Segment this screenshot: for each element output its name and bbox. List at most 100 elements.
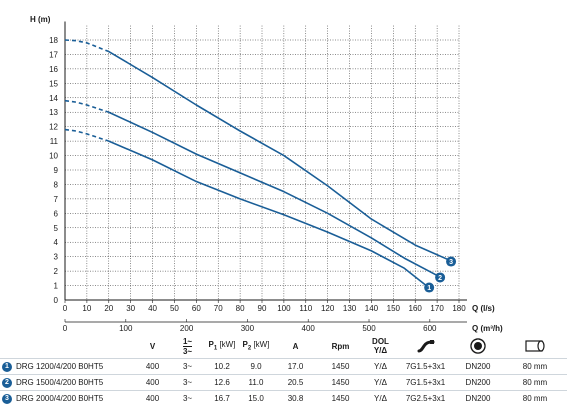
diameter-icon (525, 340, 545, 352)
series-2-marker-label: 2 (438, 275, 442, 282)
cell-p2: 11.0 (239, 374, 273, 391)
row-number-badge: 2 (2, 377, 12, 388)
y-tick-label: 3 (54, 253, 59, 262)
x-tick-label: 50 (170, 304, 179, 313)
x2-tick-label: 400 (302, 324, 316, 333)
y-tick-label: 8 (54, 180, 59, 189)
cell-voltage: 400 (135, 358, 170, 375)
header-diameter (503, 334, 567, 359)
header-voltage: V (149, 341, 156, 351)
x-tick-label: 170 (430, 304, 444, 313)
x2-tick-label: 200 (180, 324, 194, 333)
cell-p1: 10.2 (205, 358, 239, 375)
y-tick-label: 11 (50, 137, 59, 146)
series-2-dashed-line (64, 99, 110, 113)
table-body: 1 DRG 1200/4/200 B0HT5 400 3~ 10.2 9.0 17.0 145… (0, 358, 567, 406)
series-1-marker (424, 282, 435, 293)
x-tick-label: 110 (299, 304, 312, 313)
table-row: 2 DRG 1500/4/200 B0HT5 400 3~ 12.6 11.0 20.5 14… (0, 374, 567, 391)
model-name: DRG 1500/4/200 B0HT5 (16, 377, 104, 387)
y-tick-label: 5 (54, 224, 59, 233)
cell-amps: 20.5 (273, 374, 318, 391)
model-name: DRG 2000/4/200 B0HT5 (16, 393, 104, 403)
x-tick-label: 150 (387, 304, 401, 313)
x-tick-label: 80 (236, 304, 245, 313)
cell-amps: 17.0 (273, 358, 318, 375)
x-tick-label: 30 (126, 304, 135, 313)
cell-phase: 3~ (170, 390, 205, 406)
header-p1: P1 [kW] (208, 340, 236, 352)
cell-phase: 3~ (170, 358, 205, 375)
series-3-marker-label: 3 (449, 259, 453, 266)
cell-model: 3 DRG 2000/4/200 B0HT5 (0, 390, 135, 406)
y-tick-label: 0 (54, 296, 59, 305)
header-dol: DOL (372, 337, 389, 346)
x-tick-label: 0 (63, 304, 68, 313)
y-tick-label: 7 (54, 195, 59, 204)
header-amps: A (292, 341, 299, 351)
x2-tick-label: 300 (241, 324, 255, 333)
x-tick-label: 70 (214, 304, 223, 313)
cell-model: 1 DRG 1200/4/200 B0HT5 (0, 358, 135, 375)
x-tick-label: 20 (104, 304, 113, 313)
cell-amps: 30.8 (273, 390, 318, 406)
chart-grid (64, 21, 467, 323)
header-model (0, 334, 135, 359)
cell-voltage: 400 (135, 374, 170, 391)
x2-tick-label: 0 (63, 324, 68, 333)
header-phase-top: 1~ (182, 336, 193, 346)
table-row: 1 DRG 1200/4/200 B0HT5 400 3~ 10.2 9.0 17.0 145… (0, 358, 567, 375)
row-number-badge: 3 (2, 393, 12, 404)
y-tick-label: 12 (49, 123, 58, 132)
cell-start: Y/Δ (363, 374, 398, 391)
y-tick-label: 14 (49, 94, 58, 103)
x-tick-label: 10 (82, 304, 91, 313)
x2-tick-label: 500 (362, 324, 376, 333)
header-rpm: Rpm (331, 341, 350, 351)
x-tick-label: 60 (192, 304, 201, 313)
cell-diameter: 80 mm (503, 390, 567, 406)
y-tick-label: 17 (49, 50, 58, 59)
x-tick-label: 140 (365, 304, 379, 313)
x-axis-label: Q (l/s) (472, 304, 495, 313)
cell-start: Y/Δ (363, 390, 398, 406)
model-name: DRG 1200/4/200 B0HT5 (16, 361, 104, 371)
x2-axis-label: Q (m³/h) (472, 324, 503, 333)
cable-icon (417, 340, 434, 353)
cell-flange: DN200 (453, 358, 503, 375)
y-axis-label: H (m) (30, 15, 51, 24)
y-tick-label: 18 (49, 36, 58, 45)
header-start: DOL Y/Δ (363, 334, 398, 359)
x-tick-label: 180 (452, 304, 466, 313)
cell-cable: 7G2.5+3x1 (398, 390, 453, 406)
cell-flange: DN200 (453, 374, 503, 391)
x2-tick-label: 100 (119, 324, 133, 333)
header-p2: P2 [kW] (242, 340, 270, 352)
cell-diameter: 80 mm (503, 374, 567, 391)
cell-model: 2 DRG 1500/4/200 B0HT5 (0, 374, 135, 391)
series-3-marker (446, 256, 457, 267)
row-number-badge: 1 (2, 361, 12, 372)
x2-tick-label: 600 (423, 324, 437, 333)
cell-diameter: 80 mm (503, 358, 567, 375)
series-2-marker (435, 272, 446, 283)
table-row: 3 DRG 2000/4/200 B0HT5 400 3~ 16.7 15.0 30.8 14… (0, 390, 567, 406)
cell-rpm: 1450 (318, 390, 363, 406)
cell-cable: 7G1.5+3x1 (398, 374, 453, 391)
cell-p1: 16.7 (205, 390, 239, 406)
y-tick-label: 13 (49, 108, 58, 117)
y-tick-label: 2 (54, 267, 59, 276)
header-cable (398, 334, 453, 359)
cell-cable: 7G1.5+3x1 (398, 358, 453, 375)
cell-voltage: 400 (135, 390, 170, 406)
series-1-line (108, 140, 427, 287)
x-tick-label: 90 (258, 304, 267, 313)
cell-p1: 12.6 (205, 374, 239, 391)
y-tick-label: 1 (54, 282, 59, 291)
y-tick-label: 10 (49, 152, 58, 161)
series-1-dashed-line (64, 128, 110, 142)
x-tick-label: 130 (343, 304, 357, 313)
y-tick-label: 6 (54, 209, 59, 218)
cell-rpm: 1450 (318, 358, 363, 375)
